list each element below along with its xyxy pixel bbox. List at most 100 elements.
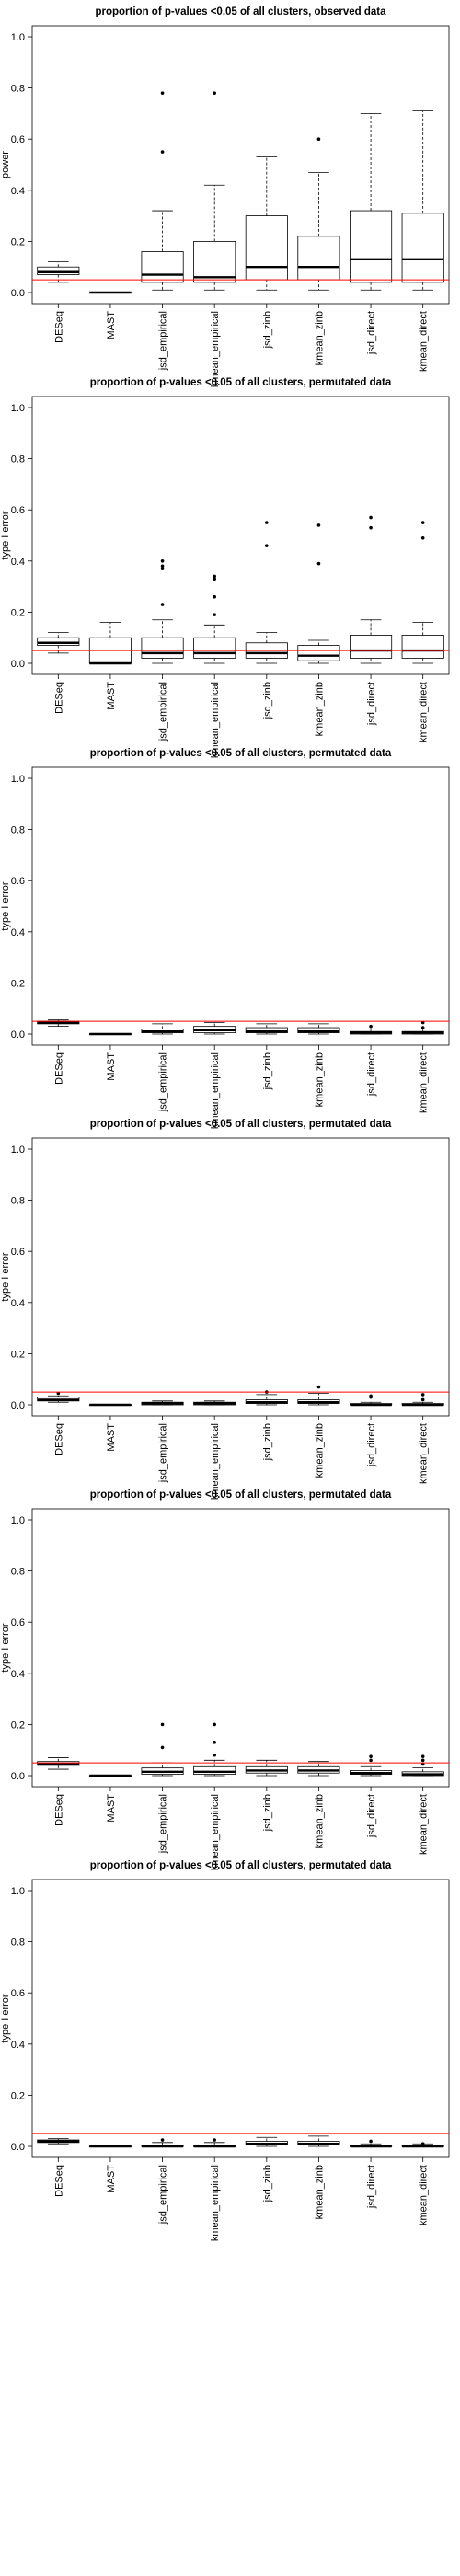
x-category-label: MAST — [106, 311, 117, 339]
outlier-point — [369, 1758, 373, 1763]
outlier-point — [160, 1722, 165, 1727]
box-jsd_zinb — [245, 521, 288, 664]
box-kmean_empirical — [193, 1022, 236, 1035]
outlier-point — [316, 523, 321, 527]
y-tick-label: 1.0 — [11, 1515, 25, 1526]
box-MAST — [88, 2145, 132, 2148]
box-iqr — [297, 236, 340, 281]
x-category-label: kmean_empirical — [210, 682, 221, 758]
outlier-point — [160, 603, 165, 606]
plot-frame — [31, 25, 450, 305]
outlier-point — [316, 561, 321, 566]
box-iqr — [245, 1027, 288, 1034]
x-category-label: kmean_direct — [419, 1423, 430, 1484]
x-category-label: jsd_empirical — [158, 1052, 169, 1112]
plot-frame — [31, 1137, 450, 1417]
x-category-label: kmean_direct — [419, 1052, 430, 1113]
chart-title: proportion of p-values <0.05 of all clus… — [90, 748, 392, 759]
x-category-label: kmean_empirical — [210, 1052, 221, 1129]
y-tick-label: 0.8 — [11, 84, 25, 95]
box-jsd_empirical — [141, 559, 184, 664]
box-jsd_direct — [350, 1024, 393, 1035]
box-jsd_empirical — [141, 1722, 184, 1777]
y-tick-label: 0.4 — [11, 557, 25, 568]
box-DESeq — [37, 1391, 80, 1403]
box-kmean_zinb — [297, 137, 340, 291]
x-category-label: MAST — [106, 1052, 117, 1081]
y-tick-label: 1.0 — [11, 403, 25, 414]
y-tick-label: 0.0 — [11, 288, 25, 299]
box-iqr — [193, 240, 236, 283]
x-category-label: kmean_zinb — [314, 682, 325, 736]
outlier-point — [420, 1026, 425, 1029]
y-axis-label: type I error — [0, 1994, 11, 2043]
x-category-label: DESeq — [53, 1052, 64, 1085]
x-category-label: jsd_zinb — [262, 1794, 273, 1832]
chart-title: proportion of p-values <0.05 of all clus… — [90, 1489, 392, 1501]
outlier-point — [369, 2139, 373, 2144]
outlier-point — [316, 1385, 321, 1389]
chart-panel-3: proportion of p-values <0.05 of all clus… — [0, 748, 450, 1129]
chart-panel-2: proportion of p-values <0.05 of all clus… — [0, 377, 450, 758]
outlier-point — [265, 521, 269, 524]
box-jsd_direct — [350, 515, 393, 664]
chart-panel-4: proportion of p-values <0.05 of all clus… — [0, 1119, 450, 1500]
y-tick-label: 0.2 — [11, 1719, 25, 1731]
box-kmean_empirical — [193, 91, 236, 291]
x-category-label: jsd_direct — [366, 1794, 377, 1838]
chart-title: proportion of p-values <0.05 of all clus… — [90, 377, 392, 388]
box-iqr — [245, 215, 288, 281]
box-DESeq — [37, 2138, 80, 2145]
x-category-label: jsd_direct — [366, 311, 377, 355]
y-tick-label: 1.0 — [11, 32, 25, 43]
y-axis-label: type I error — [0, 1623, 11, 1673]
box-iqr — [193, 637, 236, 659]
x-category-label: jsd_empirical — [158, 1423, 169, 1483]
box-iqr — [350, 210, 393, 283]
y-tick-label: 0.2 — [11, 2090, 25, 2101]
box-iqr — [401, 635, 444, 659]
y-tick-label: 0.0 — [11, 1771, 25, 1782]
outlier-point — [369, 1024, 373, 1029]
outlier-point — [160, 559, 165, 563]
box-jsd_zinb — [245, 1023, 288, 1035]
x-category-label: jsd_empirical — [158, 2165, 169, 2225]
x-category-label: DESeq — [53, 311, 64, 343]
box-DESeq — [37, 1757, 80, 1770]
box-iqr — [141, 251, 184, 283]
y-tick-label: 0.6 — [11, 1617, 25, 1628]
outlier-point — [420, 1754, 425, 1758]
outlier-point — [160, 150, 165, 154]
x-category-label: jsd_direct — [366, 1052, 377, 1097]
box-DESeq — [37, 632, 80, 654]
box-iqr — [297, 1027, 340, 1034]
y-tick-label: 0.6 — [11, 505, 25, 516]
y-axis-label: type I error — [0, 1252, 11, 1302]
box-kmean_zinb — [297, 2135, 340, 2147]
x-category-label: kmean_empirical — [210, 1423, 221, 1500]
x-category-label: jsd_zinb — [262, 682, 273, 719]
x-category-label: kmean_empirical — [210, 1794, 221, 1870]
y-tick-label: 0.2 — [11, 607, 25, 618]
box-iqr — [401, 213, 444, 283]
y-tick-label: 1.0 — [11, 1886, 25, 1897]
x-category-label: kmean_zinb — [314, 1423, 325, 1478]
outlier-point — [160, 1745, 165, 1750]
y-tick-label: 0.6 — [11, 134, 25, 145]
box-iqr — [37, 266, 80, 275]
box-MAST — [88, 1032, 132, 1036]
x-category-label: jsd_zinb — [262, 2165, 273, 2202]
outlier-point — [420, 1397, 425, 1402]
box-kmean_direct — [401, 1393, 444, 1407]
box-kmean_direct — [401, 1754, 444, 1777]
outlier-point — [213, 91, 216, 95]
outlier-point — [213, 2138, 216, 2142]
x-category-label: MAST — [106, 1423, 117, 1452]
x-category-label: jsd_empirical — [158, 1794, 169, 1854]
x-category-label: kmean_zinb — [314, 1052, 325, 1107]
y-tick-label: 0.8 — [11, 1567, 25, 1578]
x-category-label: jsd_empirical — [158, 682, 169, 742]
x-category-label: jsd_zinb — [262, 1423, 273, 1461]
x-category-label: jsd_empirical — [158, 311, 169, 371]
